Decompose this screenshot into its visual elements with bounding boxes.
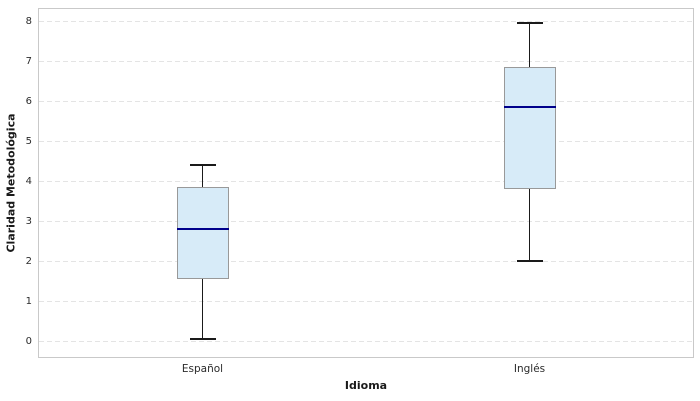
gridline	[39, 300, 693, 302]
whisker-upper	[201, 165, 204, 187]
gridline	[39, 180, 693, 182]
gridline	[39, 260, 693, 262]
gridline	[39, 20, 693, 22]
box	[503, 67, 556, 189]
x-axis-tick-labels: Español Inglés	[39, 363, 693, 377]
y-tick-label: 2	[25, 255, 32, 267]
y-axis-tick-labels: 0 1 2 3 4 5 6 7 8	[0, 9, 32, 357]
whisker-lower	[201, 279, 204, 339]
whisker-cap-upper	[189, 164, 216, 166]
y-tick-label: 8	[25, 15, 32, 27]
gridline	[39, 220, 693, 222]
y-tick-label: 3	[25, 215, 32, 227]
x-tick-label: Inglés	[513, 363, 546, 375]
y-tick-label: 1	[25, 295, 32, 307]
y-tick-label: 4	[25, 175, 32, 187]
whisker-cap-lower	[189, 338, 216, 340]
x-axis-label: Idioma	[344, 379, 388, 392]
gridline	[39, 100, 693, 102]
y-tick-label: 6	[25, 95, 32, 107]
box	[176, 187, 229, 279]
y-tick-label: 0	[25, 335, 32, 347]
whisker-cap-upper	[516, 22, 543, 24]
median-line	[503, 105, 556, 109]
whisker-lower	[528, 189, 531, 261]
whisker-cap-lower	[516, 260, 543, 262]
gridline	[39, 140, 693, 142]
y-tick-label: 7	[25, 55, 32, 67]
gridline	[39, 340, 693, 342]
median-line	[176, 227, 229, 231]
y-tick-label: 5	[25, 135, 32, 147]
x-tick-label: Español	[181, 363, 224, 375]
gridline	[39, 60, 693, 62]
whisker-upper	[528, 23, 531, 67]
plot-area	[38, 8, 694, 358]
